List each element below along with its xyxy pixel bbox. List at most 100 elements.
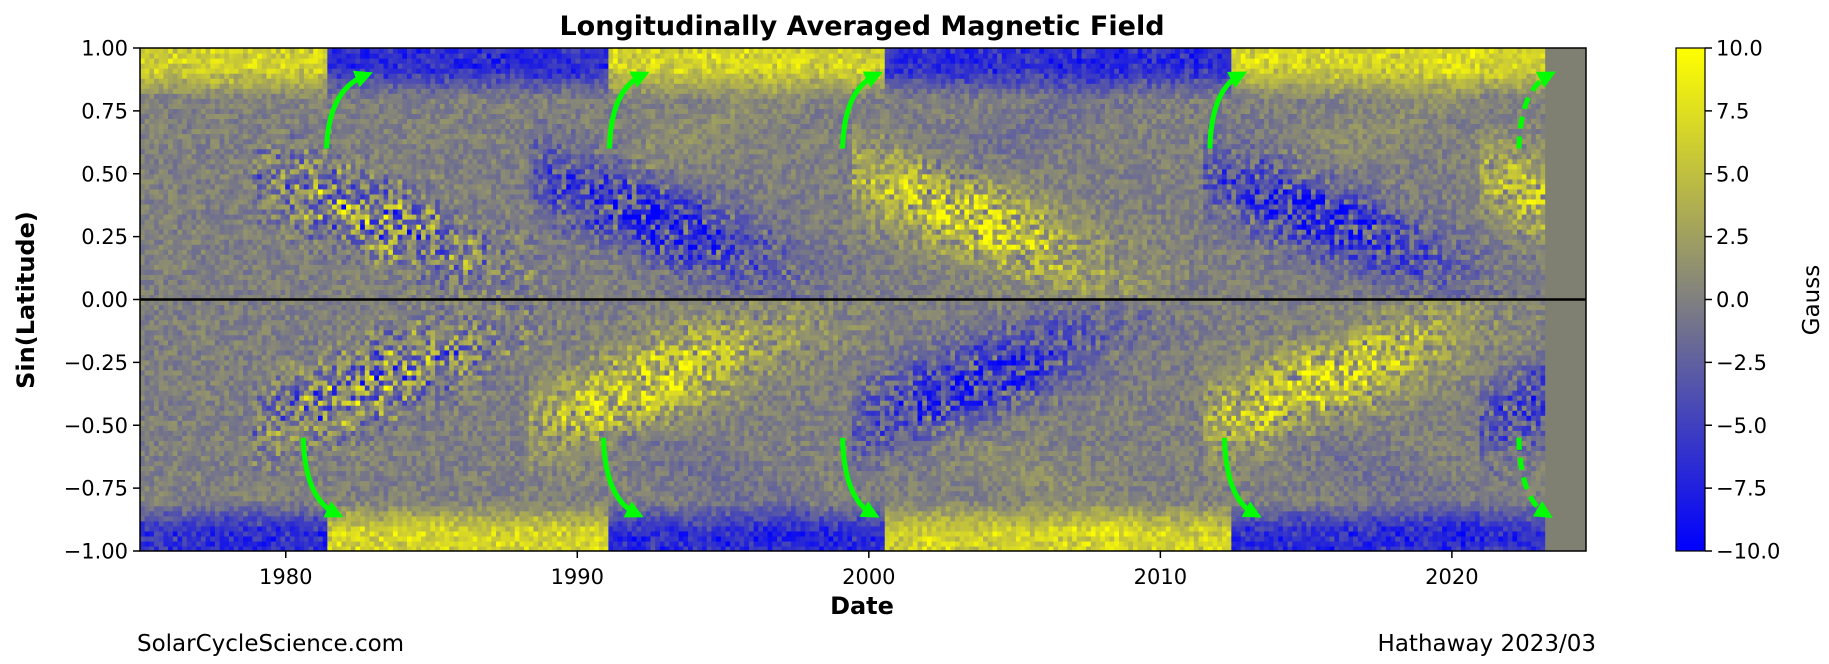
heatmap-cell (262, 460, 267, 466)
heatmap-cell (182, 385, 187, 391)
heatmap-cell (304, 169, 309, 175)
heatmap-cell (163, 259, 168, 265)
heatmap-cell (285, 491, 290, 497)
heatmap-cell (327, 169, 332, 175)
heatmap-cell (229, 108, 234, 114)
heatmap-cell (337, 516, 342, 522)
heatmap-cell (224, 330, 229, 336)
heatmap-cell (257, 481, 262, 487)
heatmap-cell (168, 259, 173, 265)
heatmap-cell (252, 420, 257, 426)
heatmap-cell (192, 53, 197, 59)
heatmap-cell (266, 486, 271, 492)
heatmap-cell (196, 78, 201, 84)
heatmap-cell (262, 405, 267, 411)
heatmap-cell (309, 445, 314, 451)
heatmap-cell (224, 179, 229, 185)
heatmap-cell (192, 450, 197, 456)
heatmap-cell (309, 204, 314, 210)
heatmap-cell (149, 78, 154, 84)
heatmap-cell (285, 144, 290, 150)
heatmap-cell (243, 108, 248, 114)
heatmap-cell (229, 496, 234, 502)
heatmap-cell (346, 214, 351, 220)
heatmap-cell (173, 68, 178, 74)
heatmap-cell (154, 189, 159, 195)
heatmap-cell (182, 420, 187, 426)
heatmap-cell (281, 179, 286, 185)
heatmap-cell (365, 184, 370, 190)
heatmap-cell (360, 385, 365, 391)
heatmap-cell (262, 536, 267, 542)
heatmap-cell (173, 73, 178, 79)
heatmap-cell (337, 486, 342, 492)
heatmap-cell (341, 390, 346, 396)
heatmap-cell (281, 330, 286, 336)
heatmap-cell (285, 435, 290, 441)
heatmap-cell (252, 113, 257, 119)
heatmap-cell (318, 536, 323, 542)
heatmap-cell (248, 184, 253, 190)
heatmap-cell (346, 445, 351, 451)
heatmap-cell (243, 380, 248, 386)
heatmap-cell (355, 340, 360, 346)
heatmap-cell (318, 476, 323, 482)
heatmap-cell (215, 330, 220, 336)
heatmap-cell (215, 455, 220, 461)
heatmap-cell (149, 118, 154, 124)
heatmap-cell (163, 48, 168, 54)
heatmap-cell (271, 380, 276, 386)
heatmap-cell (145, 244, 150, 250)
heatmap-cell (332, 491, 337, 497)
heatmap-cell (229, 279, 234, 285)
heatmap-cell (220, 73, 225, 79)
heatmap-cell (337, 184, 342, 190)
heatmap-cell (295, 224, 300, 230)
heatmap-cell (252, 289, 257, 295)
heatmap-cell (318, 159, 323, 165)
heatmap-cell (140, 78, 145, 84)
heatmap-cell (295, 380, 300, 386)
heatmap-cell (149, 455, 154, 461)
heatmap-cell (229, 526, 234, 532)
heatmap-cell (187, 415, 192, 421)
heatmap-cell (229, 68, 234, 74)
heatmap-cell (145, 435, 150, 441)
heatmap-cell (229, 284, 234, 290)
heatmap-cell (295, 415, 300, 421)
heatmap-cell (220, 239, 225, 245)
heatmap-cell (201, 315, 206, 321)
heatmap-cell (248, 460, 253, 466)
heatmap-cell (351, 284, 356, 290)
heatmap-cell (229, 83, 234, 89)
heatmap-cell (140, 471, 145, 477)
heatmap-cell (304, 486, 309, 492)
heatmap-cell (192, 184, 197, 190)
heatmap-cell (266, 330, 271, 336)
heatmap-cell (145, 501, 150, 507)
heatmap-cell (154, 269, 159, 275)
heatmap-cell (140, 249, 145, 255)
heatmap-cell (337, 58, 342, 64)
heatmap-cell (224, 269, 229, 275)
heatmap-cell (346, 536, 351, 542)
heatmap-cell (355, 209, 360, 215)
heatmap-cell (220, 501, 225, 507)
heatmap-cell (140, 481, 145, 487)
heatmap-cell (290, 149, 295, 155)
heatmap-cell (346, 149, 351, 155)
heatmap-cell (154, 53, 159, 59)
heatmap-cell (220, 460, 225, 466)
heatmap-cell (299, 501, 304, 507)
heatmap-cell (281, 400, 286, 406)
heatmap-cell (229, 395, 234, 401)
heatmap-cell (243, 134, 248, 140)
heatmap-cell (187, 305, 192, 311)
heatmap-cell (290, 244, 295, 250)
heatmap-cell (192, 78, 197, 84)
heatmap-cell (290, 305, 295, 311)
heatmap-cell (304, 194, 309, 200)
heatmap-cell (332, 53, 337, 59)
heatmap-cell (290, 219, 295, 225)
heatmap-cell (215, 274, 220, 280)
